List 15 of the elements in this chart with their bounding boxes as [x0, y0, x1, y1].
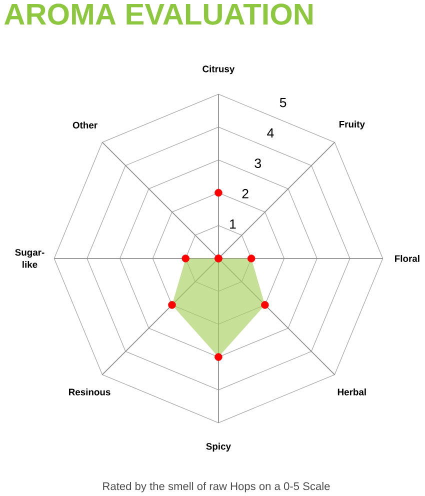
- y-tick-label: 4: [267, 128, 274, 138]
- spoke-label: Floral: [395, 255, 420, 262]
- spoke-label: Sugar-like: [15, 249, 44, 268]
- spoke-label: Herbal: [338, 388, 366, 396]
- spoke-label: Other: [72, 122, 98, 128]
- spoke-label: Fruity: [340, 120, 365, 130]
- spoke-label: Citrusy: [202, 65, 235, 74]
- spoke-label: Resinous: [69, 388, 110, 396]
- text: Rated by the smell of raw Hops on a 0-5 Scale: [103, 482, 330, 492]
- chart-title: AROMA EVALUATION: [4, 4, 312, 25]
- spoke-label: Spicy: [206, 442, 231, 452]
- y-tick-label: 3: [254, 158, 262, 168]
- y-tick-label: 1: [230, 219, 236, 229]
- y-tick-label: 2: [242, 189, 248, 198]
- y-tick-label: 5: [280, 98, 286, 108]
